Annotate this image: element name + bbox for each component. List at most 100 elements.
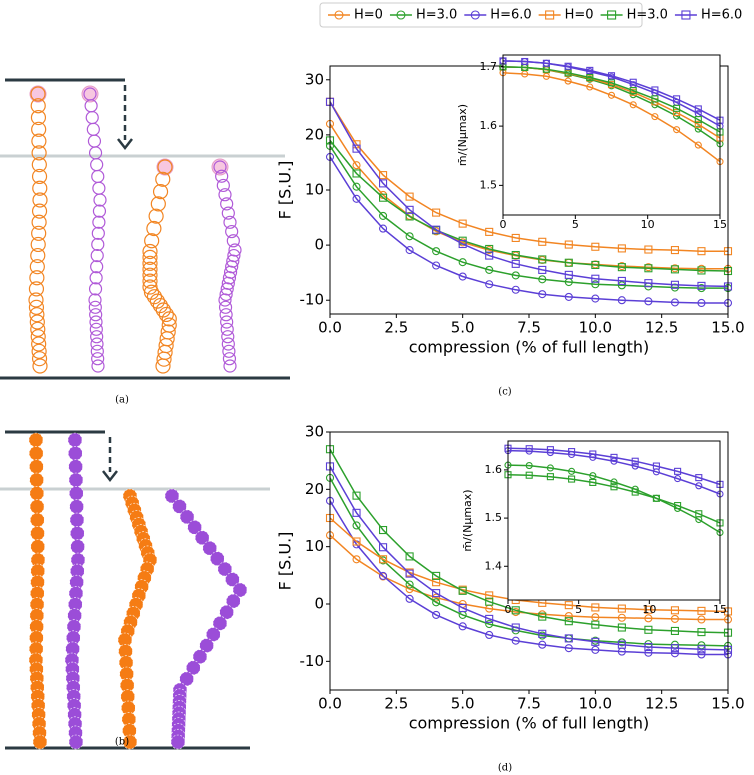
bead	[31, 168, 48, 185]
plot-frame	[502, 54, 721, 216]
bead	[32, 734, 48, 750]
marker	[568, 448, 576, 456]
x-tick-label: 0.0	[318, 319, 342, 337]
marker	[644, 648, 653, 657]
marker	[644, 279, 653, 288]
bead	[30, 539, 46, 554]
legend-marker	[545, 10, 555, 20]
marker	[379, 571, 388, 580]
bead	[223, 215, 237, 229]
bead	[161, 311, 177, 327]
marker	[586, 73, 594, 82]
marker	[591, 280, 600, 289]
marker	[694, 120, 702, 128]
bead	[31, 343, 47, 359]
bead	[29, 486, 45, 501]
legend-marker	[396, 10, 406, 20]
marker	[695, 482, 703, 490]
legend-label: H=6.0	[701, 8, 742, 23]
y-axis-label: m̄/(Nμmax)	[456, 104, 469, 166]
x-tick-label: 10.0	[579, 695, 612, 713]
x-tick-label: 5.0	[451, 319, 475, 337]
marker	[405, 594, 414, 603]
bead	[149, 293, 166, 309]
marker	[485, 591, 494, 600]
bead	[202, 540, 218, 556]
marker	[485, 280, 494, 289]
marker	[591, 620, 600, 629]
bead	[206, 627, 221, 642]
x-tick-label: 12.5	[645, 695, 678, 713]
bead	[29, 259, 45, 275]
marker	[631, 457, 639, 465]
marker	[511, 636, 520, 645]
marker	[564, 634, 573, 643]
marker	[405, 192, 414, 201]
marker	[674, 502, 682, 510]
x-tick-label: 15.0	[711, 695, 744, 713]
bead	[221, 337, 235, 351]
marker	[525, 462, 533, 470]
marker	[379, 211, 388, 220]
marker	[617, 623, 626, 632]
series-line	[329, 101, 729, 288]
marker	[652, 462, 660, 470]
bead	[218, 188, 232, 202]
marker	[697, 606, 706, 615]
bead	[91, 169, 105, 184]
marker	[586, 83, 594, 91]
marker	[542, 59, 550, 67]
marker	[607, 79, 616, 87]
bead	[86, 122, 100, 136]
series-line	[507, 473, 721, 524]
marker	[432, 578, 441, 587]
x-tick-label: 0.0	[318, 695, 342, 713]
marker	[511, 623, 520, 632]
bead	[194, 530, 210, 546]
marker	[538, 255, 547, 264]
bead	[30, 247, 46, 264]
bead	[30, 512, 45, 528]
marker	[352, 537, 361, 546]
marker	[352, 194, 361, 203]
bead	[225, 224, 239, 239]
legend-label: H=0	[354, 8, 383, 23]
marker	[589, 478, 597, 486]
marker	[644, 297, 653, 306]
marker	[538, 612, 547, 621]
y-tick-label: 1.4	[485, 559, 503, 572]
marker	[458, 586, 467, 595]
marker	[670, 626, 679, 635]
marker	[610, 453, 618, 461]
series-line	[329, 101, 728, 252]
marker	[694, 141, 702, 149]
marker	[697, 281, 706, 290]
bead	[221, 206, 235, 220]
bead	[89, 308, 103, 322]
bead	[122, 734, 138, 750]
bead	[218, 300, 233, 314]
marker	[511, 285, 520, 294]
marker	[589, 450, 597, 458]
series-line	[329, 466, 729, 651]
bead	[91, 226, 105, 240]
bead	[89, 315, 103, 329]
marker	[564, 644, 573, 653]
marker	[352, 508, 361, 517]
y-tick-label: 1.6	[480, 119, 498, 132]
series-line	[502, 72, 721, 163]
bead	[172, 499, 187, 514]
marker	[538, 275, 547, 284]
series-line	[502, 66, 721, 133]
bead	[219, 287, 233, 302]
marker	[405, 232, 414, 241]
bead	[220, 315, 234, 329]
marker	[644, 605, 653, 614]
marker	[432, 610, 441, 619]
x-tick-label: 12.5	[645, 319, 678, 337]
bead	[146, 289, 163, 305]
bead	[217, 561, 233, 577]
marker	[564, 611, 573, 621]
bead	[29, 499, 45, 514]
